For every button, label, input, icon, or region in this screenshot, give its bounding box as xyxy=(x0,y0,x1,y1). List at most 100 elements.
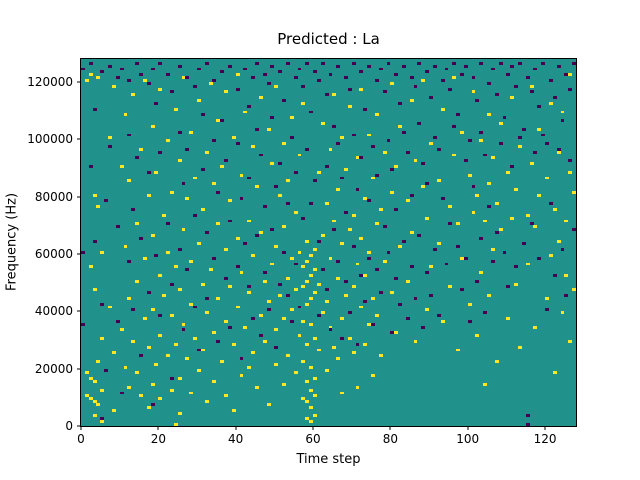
x-axis-label: Time step xyxy=(296,452,361,467)
heatmap-cell-low xyxy=(390,167,395,171)
heatmap-cell-high xyxy=(301,319,306,323)
heatmap-cell-low xyxy=(135,156,140,160)
heatmap-cell-high xyxy=(320,311,325,315)
heatmap-cell-high xyxy=(336,187,341,191)
heatmap-cell-low xyxy=(552,96,557,100)
heatmap-cell-low xyxy=(204,61,209,65)
heatmap-cell-low xyxy=(274,185,279,189)
heatmap-cell-high xyxy=(309,253,314,257)
heatmap-cell-low xyxy=(463,159,468,163)
heatmap-cell-high xyxy=(285,179,290,183)
heatmap-cell-high xyxy=(135,371,140,375)
heatmap-cell-low xyxy=(127,259,132,263)
heatmap-cell-high xyxy=(371,296,375,300)
heatmap-cell-high xyxy=(305,259,310,263)
heatmap-cell-low xyxy=(394,276,399,280)
heatmap-cell-low xyxy=(320,61,325,65)
heatmap-cell-high xyxy=(568,73,573,77)
heatmap-cell-high xyxy=(162,213,167,217)
heatmap-cell-high xyxy=(92,380,97,383)
heatmap-cell-low xyxy=(521,242,526,246)
heatmap-cell-high xyxy=(355,156,360,160)
heatmap-cell-low xyxy=(115,76,120,80)
heatmap-cell-high xyxy=(200,348,205,352)
heatmap-cell-high xyxy=(96,76,101,80)
heatmap-cell-high xyxy=(139,394,143,398)
heatmap-cell-high xyxy=(142,256,147,260)
heatmap-cell-high xyxy=(247,291,252,295)
heatmap-cell-high xyxy=(359,305,364,309)
heatmap-cell-low xyxy=(560,248,565,252)
heatmap-cell-high xyxy=(305,279,310,283)
heatmap-cell-high xyxy=(197,99,201,103)
heatmap-cell-low xyxy=(564,294,569,297)
heatmap-cell-high xyxy=(231,408,236,412)
heatmap-cell-high xyxy=(367,251,372,254)
heatmap-cell-high xyxy=(185,357,190,361)
heatmap-cell-low xyxy=(471,185,476,189)
heatmap-cell-high xyxy=(282,382,286,386)
heatmap-cell-low xyxy=(510,165,515,168)
heatmap-cell-high xyxy=(285,276,290,280)
heatmap-cell-high xyxy=(367,133,372,137)
heatmap-cell-low xyxy=(436,147,441,151)
heatmap-cell-high xyxy=(452,153,457,157)
heatmap-cell-high xyxy=(328,147,333,151)
heatmap-cell-high xyxy=(336,276,341,280)
heatmap-cell-high xyxy=(552,371,557,375)
heatmap-cell-high xyxy=(309,273,314,277)
heatmap-cell-low xyxy=(297,305,302,309)
heatmap-cell-low xyxy=(347,87,352,91)
heatmap-cell-high xyxy=(189,259,194,263)
heatmap-cell-high xyxy=(313,337,317,340)
heatmap-cell-high xyxy=(119,328,124,332)
heatmap-cell-low xyxy=(166,222,170,226)
heatmap-cell-high xyxy=(440,107,445,111)
heatmap-cell-low xyxy=(177,64,182,68)
heatmap-cell-high xyxy=(123,113,128,117)
heatmap-cell-high xyxy=(305,302,310,306)
heatmap-cell-high xyxy=(127,296,132,300)
heatmap-cell-low xyxy=(340,176,344,180)
heatmap-cell-high xyxy=(177,159,182,163)
heatmap-cell-high xyxy=(262,339,267,343)
heatmap-cell-low xyxy=(417,233,422,237)
heatmap-cell-high xyxy=(131,93,136,97)
heatmap-cell-low xyxy=(200,167,205,171)
heatmap-cell-low xyxy=(487,81,491,85)
heatmap-cell-low xyxy=(355,187,360,191)
heatmap-cell-high xyxy=(351,213,356,217)
heatmap-cell-high xyxy=(425,308,430,312)
heatmap-cell-low xyxy=(359,273,364,277)
heatmap-cell-high xyxy=(216,296,221,300)
heatmap-cell-low xyxy=(517,136,522,140)
heatmap-cell-high xyxy=(556,150,561,154)
heatmap-cell-high xyxy=(154,170,159,174)
heatmap-cell-low xyxy=(514,84,519,88)
heatmap-cell-high xyxy=(231,136,236,140)
heatmap-cell-low xyxy=(502,251,507,254)
heatmap-cell-low xyxy=(100,302,105,306)
heatmap-cell-high xyxy=(316,282,321,286)
heatmap-cell-high xyxy=(572,288,576,292)
heatmap-cell-low xyxy=(475,279,480,283)
heatmap-cell-high xyxy=(340,136,344,140)
heatmap-cell-low xyxy=(212,139,217,143)
heatmap-cell-low xyxy=(115,225,120,229)
heatmap-cell-high xyxy=(220,165,225,168)
heatmap-cell-low xyxy=(227,325,232,329)
heatmap-cell-low xyxy=(347,311,352,315)
heatmap-cell-low xyxy=(409,193,414,197)
heatmap-cell-high xyxy=(224,319,228,323)
heatmap-cell-high xyxy=(262,279,267,283)
heatmap-cell-high xyxy=(123,245,128,249)
heatmap-cell-low xyxy=(502,116,507,120)
heatmap-cell-low xyxy=(371,322,375,326)
y-tick-label: 40000 xyxy=(34,304,73,319)
heatmap-cell-low xyxy=(413,84,418,88)
heatmap-cell-high xyxy=(212,182,217,186)
heatmap-cell-low xyxy=(336,64,341,68)
heatmap-cell-low xyxy=(498,61,503,65)
heatmap-cell-high xyxy=(297,153,302,157)
heatmap-cell-low xyxy=(560,119,565,123)
